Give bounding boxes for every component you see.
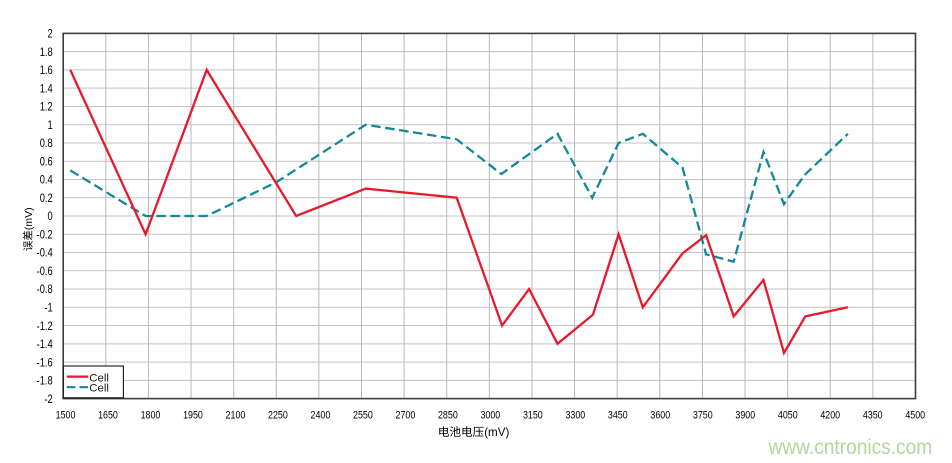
svg-text:1.6: 1.6	[40, 65, 53, 77]
svg-text:1.4: 1.4	[40, 84, 53, 96]
svg-text:0.2: 0.2	[40, 193, 53, 205]
svg-text:3600: 3600	[650, 409, 670, 421]
svg-text:-0.6: -0.6	[37, 266, 53, 278]
svg-text:-1.4: -1.4	[37, 339, 53, 351]
svg-text:3900: 3900	[735, 409, 755, 421]
svg-text:-1.8: -1.8	[37, 376, 53, 388]
svg-text:Cell: Cell	[89, 372, 109, 384]
svg-text:-1: -1	[44, 303, 52, 315]
svg-text:www.cntronics.com: www.cntronics.com	[768, 436, 933, 459]
svg-text:1: 1	[48, 120, 53, 132]
svg-text:0.4: 0.4	[40, 175, 53, 187]
svg-text:2: 2	[48, 29, 53, 41]
svg-text:-0.4: -0.4	[37, 248, 53, 260]
svg-text:4050: 4050	[778, 409, 798, 421]
svg-text:1650: 1650	[98, 409, 118, 421]
svg-text:2700: 2700	[395, 409, 415, 421]
svg-text:1950: 1950	[183, 409, 203, 421]
svg-text:-1.2: -1.2	[37, 321, 53, 333]
svg-text:4500: 4500	[905, 409, 925, 421]
svg-text:(mV): (mV)	[484, 426, 509, 439]
svg-text:-0.2: -0.2	[37, 230, 53, 242]
svg-text:3300: 3300	[565, 409, 585, 421]
svg-text:1.2: 1.2	[40, 102, 53, 114]
svg-text:(mV): (mV)	[23, 207, 35, 230]
svg-text:3450: 3450	[608, 409, 628, 421]
svg-text:4200: 4200	[820, 409, 840, 421]
svg-text:0.6: 0.6	[40, 157, 53, 169]
svg-text:3750: 3750	[693, 409, 713, 421]
svg-text:1500: 1500	[56, 409, 76, 421]
svg-text:-1.6: -1.6	[37, 357, 53, 369]
svg-text:1800: 1800	[141, 409, 161, 421]
svg-text:3150: 3150	[523, 409, 543, 421]
svg-text:4350: 4350	[863, 409, 883, 421]
svg-text:2250: 2250	[268, 409, 288, 421]
svg-text:0.8: 0.8	[40, 138, 53, 150]
svg-text:2400: 2400	[311, 409, 331, 421]
svg-text:-0.8: -0.8	[37, 284, 53, 296]
svg-text:2100: 2100	[226, 409, 246, 421]
svg-text:-2: -2	[44, 394, 52, 406]
svg-text:2550: 2550	[353, 409, 373, 421]
svg-text:2850: 2850	[438, 409, 458, 421]
svg-text:Cell: Cell	[89, 382, 109, 394]
svg-text:0: 0	[48, 211, 53, 223]
svg-text:3000: 3000	[480, 409, 500, 421]
svg-text:1.8: 1.8	[40, 47, 53, 59]
